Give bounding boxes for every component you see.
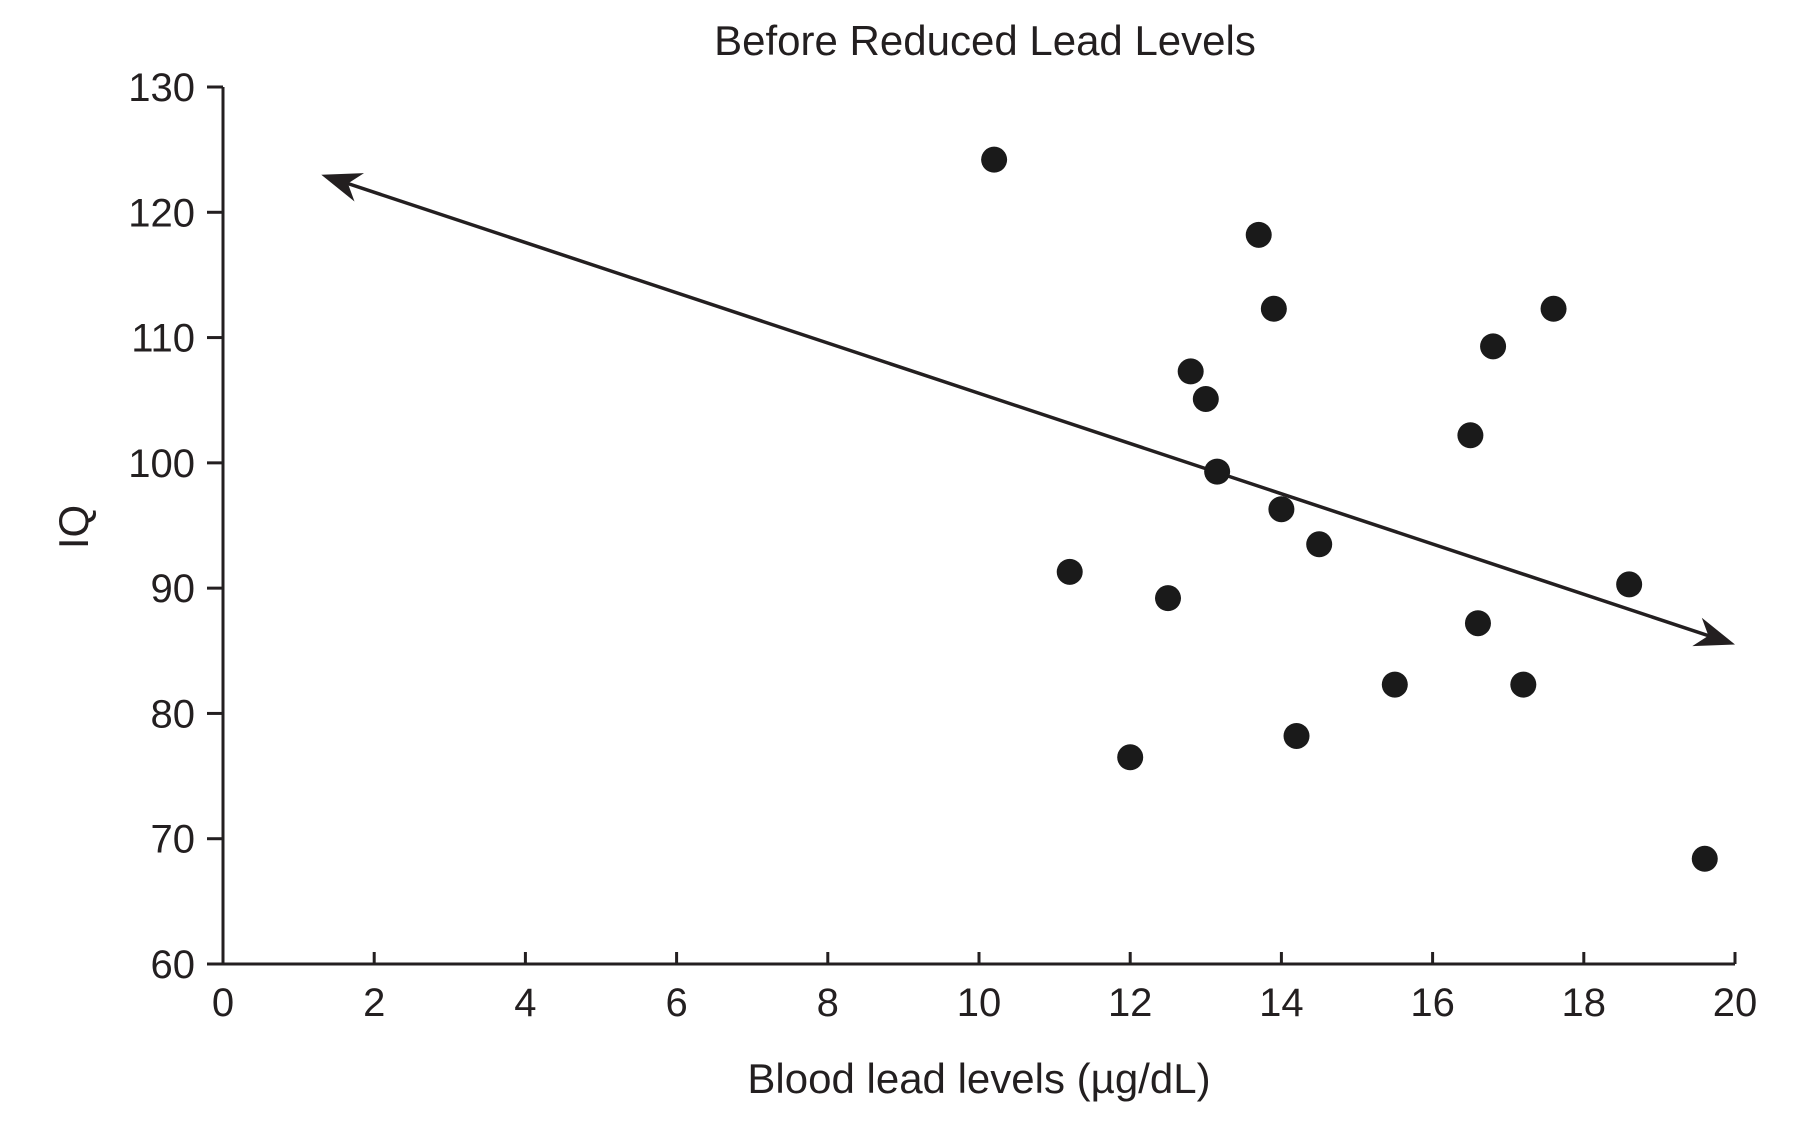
y-ticks: 60 70 80 90 100 110 120 130 xyxy=(128,66,223,987)
trend-line-group xyxy=(321,173,1735,647)
y-axis-label: IQ xyxy=(50,505,97,549)
data-point xyxy=(1204,458,1231,485)
data-point xyxy=(1260,295,1287,322)
data-point xyxy=(1691,845,1718,872)
data-point xyxy=(1510,671,1537,698)
y-tick-label: 120 xyxy=(128,191,195,235)
data-point xyxy=(1283,722,1310,749)
y-tick-label: 100 xyxy=(128,442,195,486)
data-point xyxy=(1192,385,1219,412)
trend-line xyxy=(339,179,1717,640)
x-tick-label: 4 xyxy=(514,981,536,1025)
x-ticks: 0 2 4 6 8 10 12 14 16 18 20 xyxy=(212,952,1757,1025)
x-tick-label: 20 xyxy=(1713,981,1758,1025)
data-point xyxy=(1268,496,1295,523)
data-point xyxy=(1245,221,1272,248)
x-tick-label: 10 xyxy=(957,981,1002,1025)
x-tick-label: 8 xyxy=(817,981,839,1025)
trend-arrow-start xyxy=(321,173,364,202)
y-tick-label: 60 xyxy=(151,943,196,987)
data-point xyxy=(1306,531,1333,558)
y-tick-label: 80 xyxy=(151,692,196,736)
trend-arrow-end xyxy=(1692,617,1735,647)
x-tick-label: 12 xyxy=(1108,981,1153,1025)
data-point xyxy=(1381,671,1408,698)
x-axis-label: Blood lead levels (µg/dL) xyxy=(747,1055,1210,1102)
data-point xyxy=(1155,585,1181,612)
data-point xyxy=(1457,422,1484,449)
x-tick-label: 16 xyxy=(1410,981,1455,1025)
data-point xyxy=(981,146,1008,173)
y-tick-label: 90 xyxy=(151,567,196,611)
y-tick-label: 70 xyxy=(151,818,196,862)
data-point xyxy=(1056,558,1083,585)
data-point xyxy=(1480,333,1507,360)
y-tick-label: 110 xyxy=(131,317,195,361)
data-point xyxy=(1177,358,1204,385)
x-tick-label: 2 xyxy=(363,981,385,1025)
data-point xyxy=(1464,610,1491,637)
data-point xyxy=(1616,571,1643,598)
data-point xyxy=(1117,744,1144,771)
data-point xyxy=(1540,295,1567,322)
data-points xyxy=(981,146,1718,872)
x-tick-label: 0 xyxy=(212,981,234,1025)
x-tick-label: 18 xyxy=(1562,981,1607,1025)
x-tick-label: 6 xyxy=(665,981,687,1025)
x-tick-label: 14 xyxy=(1259,981,1304,1025)
chart-title: Before Reduced Lead Levels xyxy=(714,17,1256,64)
y-tick-label: 130 xyxy=(128,66,195,110)
